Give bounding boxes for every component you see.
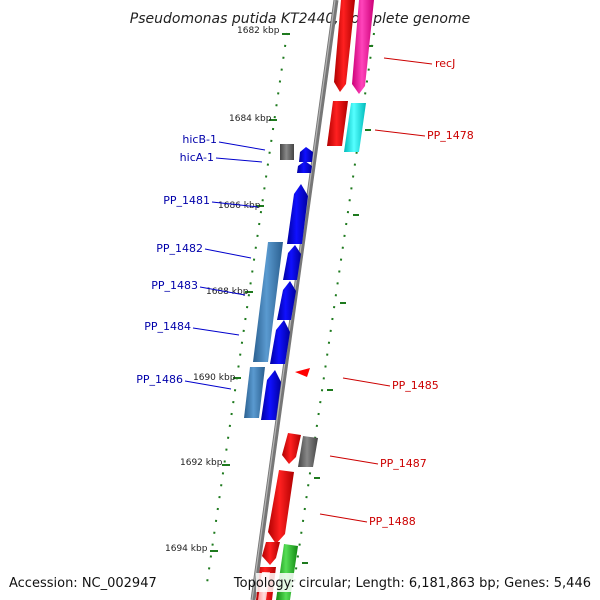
gene-label-PP_1487[interactable]: PP_1487 <box>380 457 427 470</box>
gene-label-PP_1483[interactable]: PP_1483 <box>151 279 198 292</box>
gene-steel-long[interactable] <box>253 242 283 362</box>
gene-label-PP_1486[interactable]: PP_1486 <box>136 373 183 386</box>
gene-PP_1484[interactable] <box>270 320 290 364</box>
footer-accession: Accession: NC_002947 <box>9 576 157 591</box>
tick-label: 1692 kbp <box>180 458 223 468</box>
tick-label: 1690 kbp <box>193 373 236 383</box>
genome-backbone <box>250 0 339 600</box>
gene-PP_1485[interactable] <box>295 368 310 377</box>
tick-label: 1682 kbp <box>237 26 280 36</box>
footer-bg-right <box>256 573 594 592</box>
gene-label-PP_1485[interactable]: PP_1485 <box>392 379 439 392</box>
gene-PP_1487-pseudo[interactable] <box>298 436 318 467</box>
gene-label-PP_1478[interactable]: PP_1478 <box>427 129 474 142</box>
tick-rail-right <box>292 32 375 591</box>
gene-bottom-red[interactable] <box>262 542 280 565</box>
gene-PP_1486[interactable] <box>261 370 281 420</box>
map-title: Pseudomonas putida KT2440, complete geno… <box>130 11 470 27</box>
tick-label: 1694 kbp <box>165 544 208 554</box>
tick-label: 1684 kbp <box>229 114 272 124</box>
gene-label-PP_1488[interactable]: PP_1488 <box>369 515 416 528</box>
gene-label-PP_1484[interactable]: PP_1484 <box>144 320 191 333</box>
gene-hicB-1-pseudo[interactable] <box>280 144 294 160</box>
gene-label-hicB-1[interactable]: hicB-1 <box>182 133 217 146</box>
gene-label-PP_1481[interactable]: PP_1481 <box>163 194 210 207</box>
gene-label-recJ[interactable]: recJ <box>435 57 455 70</box>
tick-label: 1686 kbp <box>218 201 261 211</box>
gene-label-hicA-1[interactable]: hicA-1 <box>180 151 214 164</box>
footer-topology: Topology: circular; Length: 6,181,863 bp… <box>233 576 591 591</box>
gene-PP_1478-red[interactable] <box>327 101 348 146</box>
gene-PP_1478[interactable] <box>344 103 366 152</box>
gene-label-PP_1482[interactable]: PP_1482 <box>156 242 203 255</box>
gene-PP_1488[interactable] <box>268 470 294 544</box>
tick-rail-left <box>205 32 288 591</box>
footer-bg-left <box>4 573 150 592</box>
gene-magenta[interactable] <box>352 0 374 94</box>
gene-PP_1486-steel[interactable] <box>244 367 265 418</box>
gene-recJ[interactable] <box>334 0 355 92</box>
gene-PP_1482[interactable] <box>283 245 301 280</box>
gene-PP_1487[interactable] <box>282 433 301 464</box>
gene-PP_1483[interactable] <box>277 281 296 320</box>
gene-hicB-1[interactable] <box>299 147 313 162</box>
ticks <box>210 33 373 564</box>
leaders-left <box>184 141 266 390</box>
gene-hicA-1[interactable] <box>297 161 312 173</box>
gene-PP_1481[interactable] <box>287 184 308 244</box>
leaders-right <box>319 57 433 523</box>
